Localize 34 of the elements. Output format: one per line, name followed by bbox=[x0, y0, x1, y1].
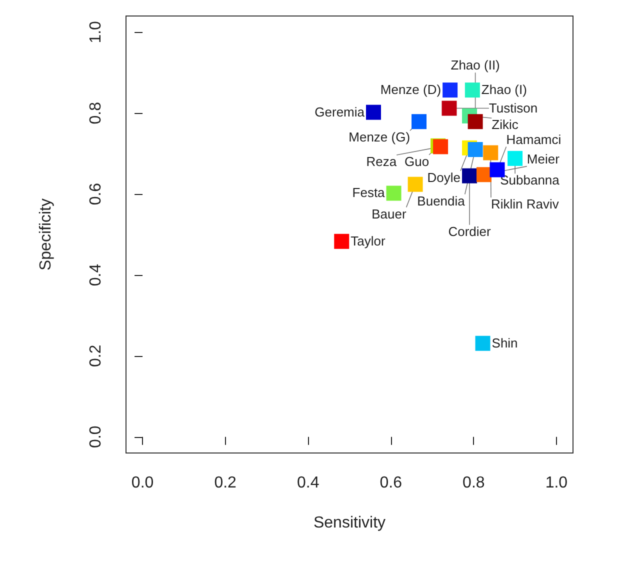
annotation: Bauer bbox=[372, 206, 407, 222]
annotation: Zhao (II) bbox=[450, 58, 500, 73]
x-tick-label: 0.0 bbox=[131, 474, 154, 492]
annotation: Doyle bbox=[427, 170, 461, 185]
x-tick-label: 1.0 bbox=[545, 474, 568, 492]
annotation: Festa bbox=[352, 185, 386, 200]
y-tick-label: 0.4 bbox=[88, 264, 104, 286]
y-tick-label: 1.0 bbox=[88, 20, 104, 44]
annotation: Taylor bbox=[350, 233, 386, 248]
annotation: Tustison bbox=[488, 100, 538, 116]
y-tick-label: 0.0 bbox=[88, 426, 104, 448]
annotation: Menze (D) bbox=[380, 82, 442, 98]
annotation: Guo bbox=[404, 154, 430, 169]
y-axis-title: Specificity bbox=[38, 198, 54, 271]
y-tick-label: 0.2 bbox=[88, 344, 104, 368]
annotation: Reza bbox=[366, 154, 398, 170]
annotation: Cordier bbox=[448, 224, 492, 239]
annotation: Geremia bbox=[314, 104, 366, 120]
x-tick-label: 0.6 bbox=[380, 474, 402, 492]
annotation: Subbanna bbox=[500, 172, 560, 188]
x-tick-label: 0.8 bbox=[462, 474, 485, 492]
annotation: Riklin Raviv bbox=[490, 196, 560, 212]
annotation: Zhao (I) bbox=[481, 82, 527, 98]
y-tick-label: 0.6 bbox=[88, 182, 104, 206]
annotation: Meier bbox=[526, 151, 560, 166]
annotation: Hamamci bbox=[506, 132, 562, 147]
x-axis-title: Sensitivity bbox=[313, 514, 386, 532]
x-tick-label: 0.2 bbox=[214, 474, 237, 492]
y-tick-label: 0.8 bbox=[88, 102, 104, 124]
x-tick-label: 0.4 bbox=[296, 474, 320, 492]
annotation: Shin bbox=[492, 335, 518, 350]
annotation: Menze (G) bbox=[348, 130, 410, 145]
annotation: Buendia bbox=[417, 193, 466, 208]
annotation: Zikic bbox=[492, 117, 519, 132]
